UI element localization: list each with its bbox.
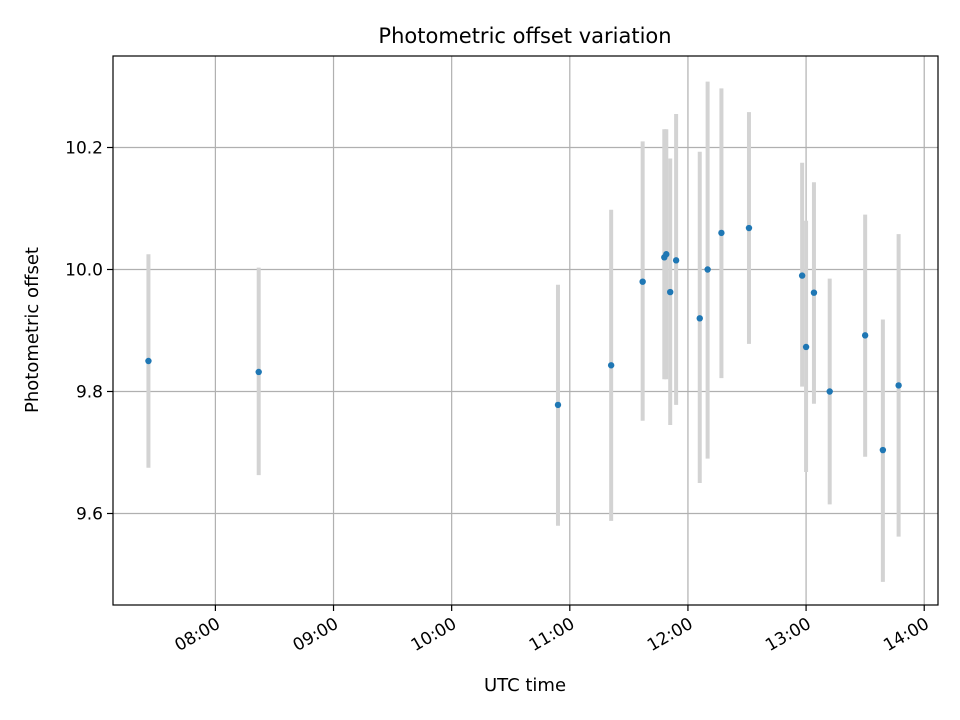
data-point — [554, 401, 562, 409]
data-point — [255, 368, 262, 376]
y-axis-ticks: 9.6 9.8 10.0 10.2 — [65, 139, 113, 525]
data-point — [745, 224, 753, 232]
x-axis-label: UTC time — [484, 675, 566, 696]
y-tick-label: 9.8 — [76, 383, 103, 403]
data-point — [607, 362, 615, 369]
data-point — [663, 251, 670, 258]
plot-frame — [112, 55, 939, 606]
data-point — [639, 278, 646, 285]
data-point — [895, 382, 902, 389]
y-axis-label: Photometric offset — [22, 247, 43, 413]
data-points — [145, 224, 902, 454]
data-point — [667, 288, 674, 296]
data-point — [861, 332, 869, 339]
y-tick-label: 9.6 — [76, 505, 103, 525]
data-point — [802, 343, 810, 351]
chart-title: Photometric offset variation — [378, 24, 671, 48]
data-point — [145, 357, 152, 365]
data-point — [718, 229, 725, 237]
y-tick-label: 10.2 — [65, 139, 103, 159]
data-point — [672, 257, 680, 264]
data-point — [879, 446, 887, 454]
data-point — [798, 272, 806, 279]
data-point — [810, 289, 818, 296]
y-tick-label: 10.0 — [65, 261, 103, 281]
data-point — [704, 266, 711, 273]
data-point — [696, 315, 703, 322]
data-point — [826, 388, 833, 395]
